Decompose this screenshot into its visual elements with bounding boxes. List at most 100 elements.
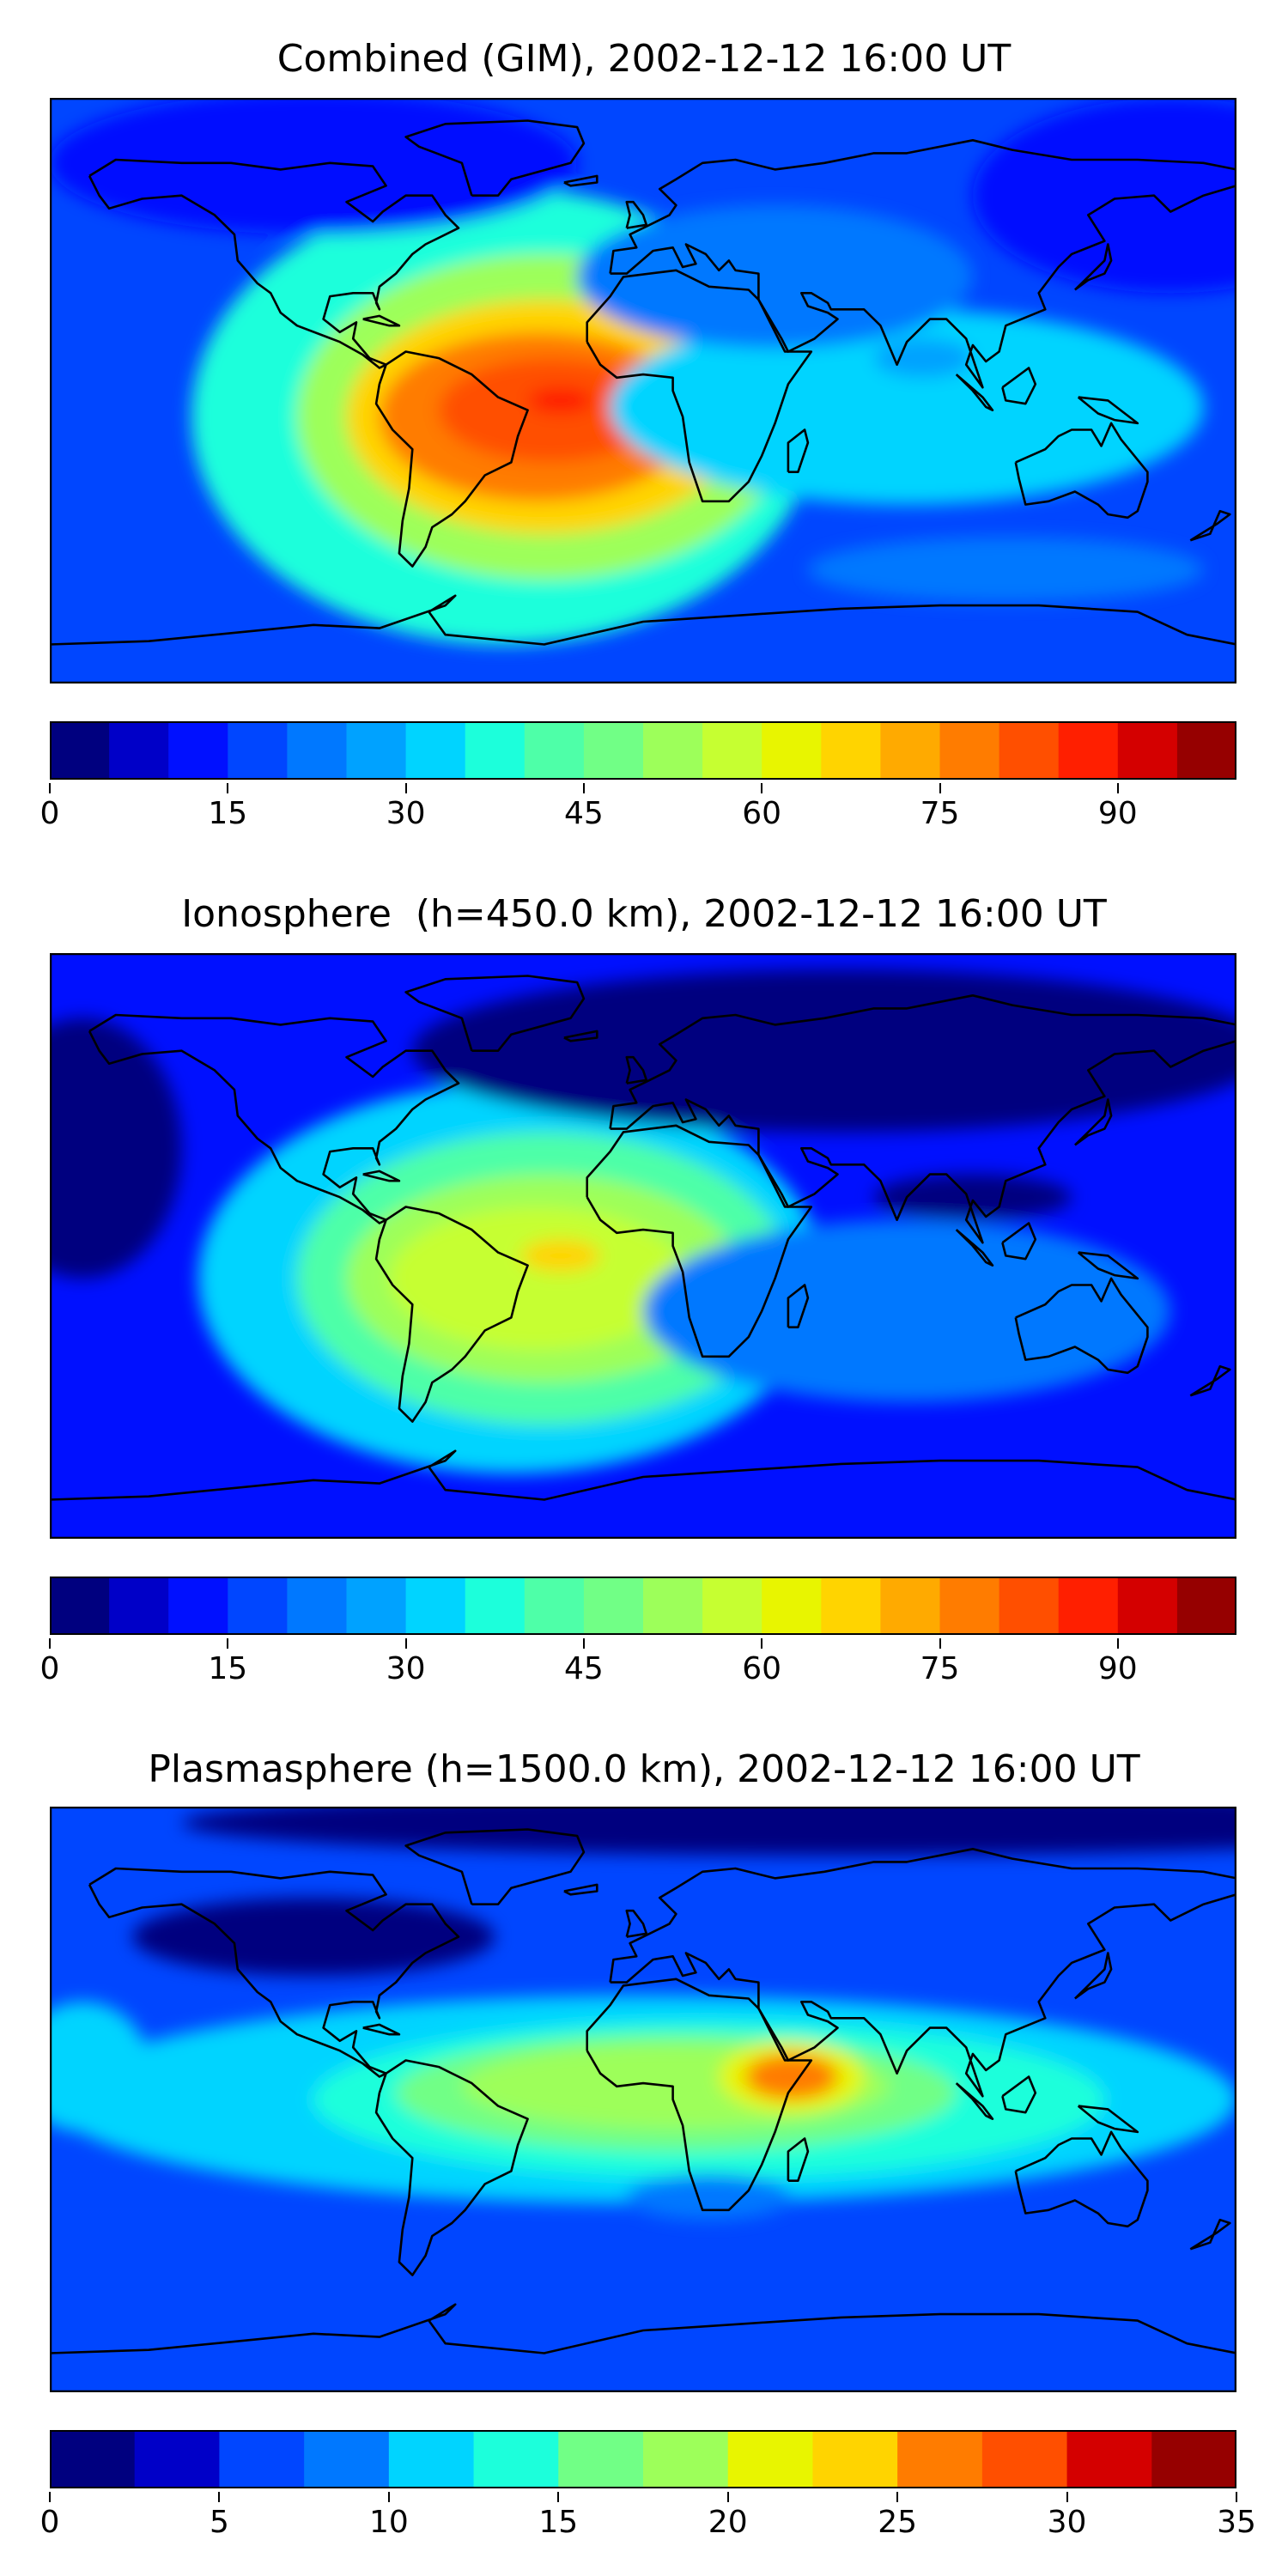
coastline <box>625 1055 648 1084</box>
colorbar-segment <box>134 2430 221 2488</box>
coastline <box>563 1883 598 1896</box>
colorbar-tick-mark <box>227 783 229 793</box>
colorbar-tick-mark <box>49 1638 51 1649</box>
colorbar-tick-label: 15 <box>208 796 248 831</box>
colorbar-segment <box>880 1577 941 1635</box>
panel-title-plasmasphere: Plasmasphere (h=1500.0 km), 2002-12-12 1… <box>148 1747 1140 1791</box>
colorbar-tick-label: 30 <box>386 1651 426 1686</box>
colorbar-tick-label: 15 <box>538 2505 579 2540</box>
coastline <box>50 594 1236 646</box>
colorbar-tick-mark <box>726 2492 729 2502</box>
colorbar-tick-label: 30 <box>1047 2505 1087 2540</box>
colorbar-segment <box>405 1577 466 1635</box>
colorbar-segment <box>558 2430 644 2488</box>
coastline <box>625 200 648 229</box>
colorbar-segment <box>287 1577 348 1635</box>
colorbar-segment <box>50 1577 110 1635</box>
panel-title-combined: Combined (GIM), 2002-12-12 16:00 UT <box>276 37 1012 81</box>
colorbar-ticks-ionosphere: 0 15 30 45 60 75 90 <box>40 1638 1236 1702</box>
colorbar-segment <box>50 2430 136 2488</box>
coastline <box>955 1229 994 1267</box>
colorbar-tick-label: 10 <box>368 2505 409 2540</box>
colorbar-segment <box>473 2430 559 2488</box>
colorbar-tick-mark <box>404 1638 407 1649</box>
map-plasmasphere <box>50 1807 1236 2392</box>
colorbar-tick-mark <box>227 1638 229 1649</box>
colorbar-ionosphere <box>50 1577 1237 1635</box>
colorbar-tick-mark <box>582 783 585 793</box>
coastline <box>1189 1364 1231 1397</box>
colorbar-tick-mark <box>1116 783 1119 793</box>
coastline <box>1189 509 1231 542</box>
map-field-contour <box>873 1174 1072 1220</box>
map-field-contour <box>807 537 1204 603</box>
map-combined-gim <box>50 98 1236 683</box>
colorbar-segment <box>702 721 762 780</box>
map-svg <box>50 98 1236 683</box>
colorbar-segment <box>168 1577 228 1635</box>
colorbar-tick-mark <box>939 783 941 793</box>
colorbar-tick-label: 90 <box>1097 796 1138 831</box>
colorbar-tick-label: 75 <box>920 796 960 831</box>
coastline <box>1014 2130 1149 2228</box>
colorbar-ticks-plasmasphere: 0 5 10 15 20 25 30 35 <box>40 2492 1256 2555</box>
coastline <box>1014 1277 1149 1375</box>
colorbar-tick-mark <box>387 2492 390 2502</box>
colorbar-segment <box>999 721 1060 780</box>
colorbar-segment <box>643 1577 703 1635</box>
coastline <box>1073 1952 1113 2000</box>
colorbar-segment <box>388 2430 475 2488</box>
map-field-contour <box>626 2174 792 2221</box>
map-svg <box>50 953 1236 1539</box>
colorbar-segment <box>405 721 466 780</box>
coastline <box>955 374 994 411</box>
map-field-contour <box>873 338 973 378</box>
coastline <box>374 1206 529 1423</box>
colorbar-segment <box>168 721 228 780</box>
map-field-contour <box>527 387 594 414</box>
colorbar-segment <box>821 721 881 780</box>
coastline <box>1189 2218 1231 2251</box>
coastline <box>1077 1251 1139 1280</box>
colorbar-tick-label: 60 <box>742 796 782 831</box>
colorbar-svg <box>50 1577 1237 1635</box>
colorbar-segment <box>524 721 585 780</box>
colorbar-segment <box>1058 721 1119 780</box>
colorbar-tick-mark <box>761 1638 763 1649</box>
coastline <box>1073 243 1113 291</box>
map-field-contour <box>50 1018 182 1279</box>
colorbar-tick-mark <box>1116 1638 1119 1649</box>
colorbar-segment <box>228 1577 288 1635</box>
colorbar-tick-mark <box>1066 2492 1068 2502</box>
colorbar-frame <box>50 721 1236 780</box>
map-field-contour <box>50 2002 149 2132</box>
coastline <box>609 994 1236 1244</box>
colorbar-segment <box>109 721 169 780</box>
colorbar-segment <box>287 721 348 780</box>
colorbar-tick-mark <box>49 2492 51 2502</box>
colorbar-tick-label: 15 <box>208 1651 248 1686</box>
coastline <box>1001 1222 1037 1261</box>
colorbar-tick-label: 90 <box>1097 1651 1138 1686</box>
map-field-contour <box>610 309 1204 505</box>
colorbar-plasmasphere <box>50 2430 1237 2488</box>
colorbar-segment <box>812 2430 898 2488</box>
coastline <box>787 1284 810 1328</box>
map-field-contour <box>389 1206 686 1351</box>
map-field-contour <box>131 1898 495 1977</box>
colorbar-segment <box>999 1577 1060 1635</box>
panel-title-ionosphere: Ionosphere (h=450.0 km), 2002-12-12 16:0… <box>181 892 1107 936</box>
map-frame <box>50 98 1236 683</box>
colorbar-svg <box>50 2430 1237 2488</box>
colorbar-tick-mark <box>218 2492 221 2502</box>
colorbar-segment <box>583 1577 644 1635</box>
coastline <box>374 2059 529 2276</box>
colorbar-tick-mark <box>557 2492 560 2502</box>
colorbar-segment <box>524 1577 585 1635</box>
colorbar-tick-label: 5 <box>209 2505 229 2540</box>
colorbar-segment <box>346 1577 407 1635</box>
colorbar-segment <box>643 721 703 780</box>
colorbar-segment <box>583 721 644 780</box>
colorbar-tick-label: 0 <box>39 796 60 831</box>
colorbar-tick-mark <box>939 1638 941 1649</box>
